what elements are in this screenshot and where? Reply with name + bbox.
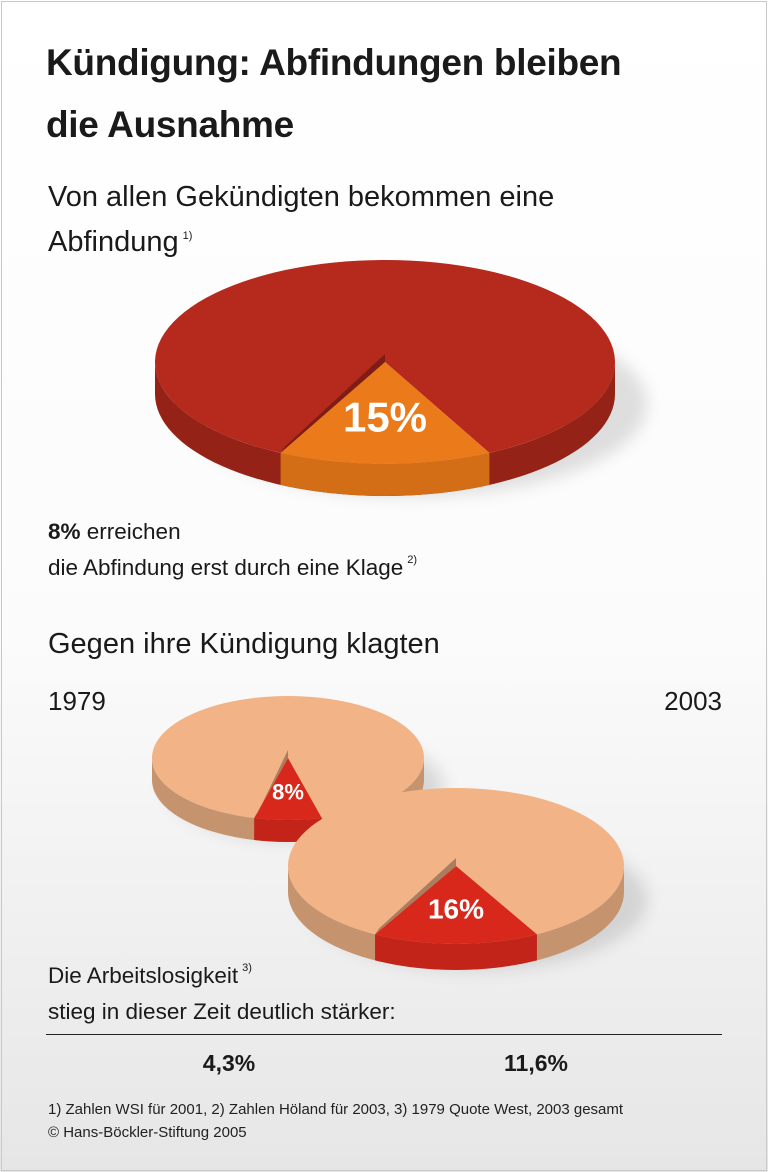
pie-slice-top [375,866,537,945]
footnote-1: 1) Zahlen WSI für 2001, 2) Zahlen Höland… [48,1101,624,1118]
divider [46,1034,722,1035]
note-rest: erreichen [80,519,181,544]
pie-slice-top [254,758,322,820]
footnote-ref: 3) [242,962,252,974]
heading-text: Abfindung [48,226,179,258]
pie-slice-label: 15% [343,394,427,441]
title-line-2: die Ausnahme [46,104,294,145]
note-bold: 8% [48,519,81,544]
footnote-2: © Hans-Böckler-Stiftung 2005 [48,1124,247,1141]
pie-side [288,866,624,970]
section2-heading: Gegen ihre Kündigung klagten [48,628,440,660]
pie-slice-side [280,452,490,496]
section1-note-1: 8% erreichen [48,519,181,545]
pie-side [155,362,615,496]
footnote-ref: 1) [182,230,193,242]
pie-slice-top [280,362,490,464]
pie-cut-wall [375,858,456,935]
text: Die Arbeitslosigkeit [48,963,239,988]
pie-slice-label: 8% [272,780,304,805]
pie-slice-side [375,934,537,971]
year-2003: 2003 [664,686,722,716]
value-1979: 4,3% [202,1050,256,1076]
section3-line-1: Die Arbeitslosigkeit 3) [48,962,252,989]
pie-cut-wall [280,354,385,453]
title-line-1: Kündigung: Abfindungen bleiben [46,42,622,83]
section3-line-2: stieg in dieser Zeit deutlich stärker: [48,999,396,1024]
note-text: die Abfindung erst durch eine Klage [48,555,404,580]
pie-slice-label: 16% [428,894,484,925]
section1-heading-2: Abfindung 1) [48,226,192,259]
footnote-ref: 2) [407,554,418,566]
value-2003: 11,6% [504,1050,568,1076]
section1-note-2: die Abfindung erst durch eine Klage 2) [48,554,417,581]
year-1979: 1979 [48,686,106,716]
section1-heading-1: Von allen Gekündigten bekommen eine [48,181,555,213]
